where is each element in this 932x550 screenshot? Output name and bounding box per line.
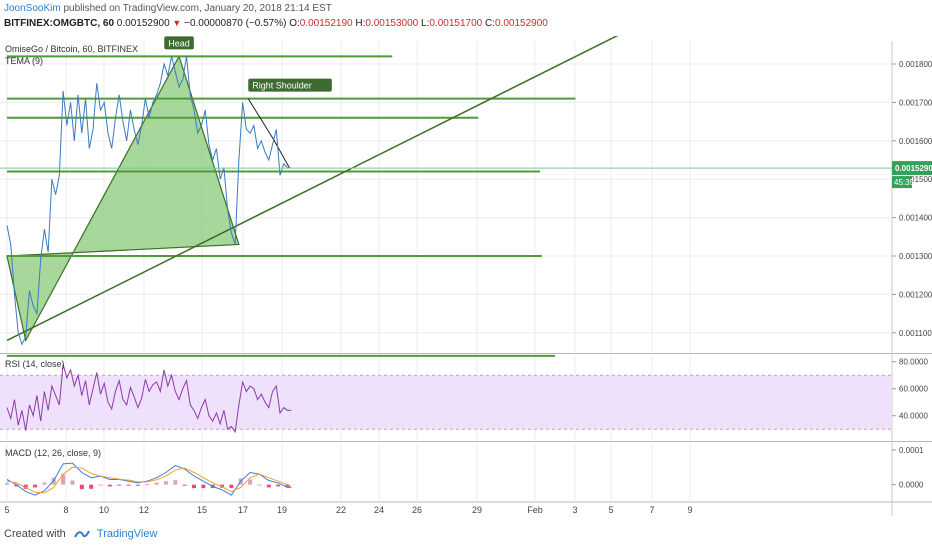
rsi-tick-label: 80.0000 [899, 358, 928, 367]
footer: Created with TradingView [4, 528, 157, 544]
price-tick-label: 0.00140000 [899, 214, 932, 223]
annotation-label-box [164, 36, 194, 50]
time-tag-box [892, 176, 912, 189]
rsi-tick-label: 40.0000 [899, 412, 928, 421]
right-shoulder-line [247, 98, 290, 168]
annotation-label: Right Shoulder [252, 81, 312, 91]
time-tick-label: 3 [572, 505, 577, 515]
price-tick-label: 0.00170000 [899, 98, 932, 107]
close-label: C: [485, 18, 495, 29]
time-tick-label: 5 [4, 505, 9, 515]
created-with-text: Created with [4, 528, 66, 540]
rsi-title: RSI (14, close) [5, 359, 65, 369]
macd-histogram-bar [14, 484, 19, 487]
price-tag-box [892, 161, 932, 176]
price-tick-label: 0.00120000 [899, 290, 932, 299]
close-value: 0.00152900 [495, 18, 548, 29]
macd-histogram-bar [23, 484, 28, 489]
macd-histogram-bar [163, 481, 168, 485]
price-series-line [6, 56, 292, 346]
published-text: published on TradingView.com, January 20… [63, 3, 332, 14]
chart-frame[interactable]: 5 8 10 12 15 17 19 22 24 26 29 Feb 3 5 7 9 0.00180000 0.0… [0, 28, 932, 516]
time-tick-label: 19 [277, 505, 287, 515]
macd-histogram-bar [229, 484, 234, 489]
macd-histogram-bar [33, 484, 38, 488]
macd-histogram-bar [276, 484, 281, 487]
time-tick-label: 12 [139, 505, 149, 515]
macd-histogram-bar [173, 480, 178, 485]
trend-line [6, 28, 631, 342]
symbol-info: BITFINEX:OMGBTC, 60 0.00152900 ▼ −0.0000… [4, 18, 548, 30]
price-change: −0.00000870 (−0.57%) [184, 18, 287, 29]
symbol-label: BITFINEX:OMGBTC, 60 [4, 18, 115, 29]
publish-info: JoonSooKim published on TradingView.com,… [4, 3, 332, 15]
change-arrow-icon: ▼ [172, 18, 182, 28]
low-label: L: [421, 18, 430, 29]
price-tick-label: 0.00150000 [899, 175, 932, 184]
macd-histogram-bar [192, 484, 196, 489]
macd-histogram-bar [248, 479, 253, 485]
macd-histogram-bar [42, 482, 47, 485]
time-tick-label: 24 [374, 505, 384, 515]
macd-histogram-bar [154, 482, 159, 485]
time-tick-label: 26 [412, 505, 422, 515]
macd-histogram-bar [70, 480, 75, 485]
macd-histogram-bar [285, 484, 290, 488]
macd-histogram-bar [89, 484, 94, 489]
macd-title: MACD (12, 26, close, 9) [5, 448, 101, 458]
price-tick-label: 0.00110000 [899, 329, 932, 338]
indicator-label: TEMA (9) [5, 56, 43, 66]
macd-histogram-bar [135, 484, 140, 486]
time-tick-label: 15 [197, 505, 207, 515]
macd-histogram-bar [5, 482, 9, 485]
time-tick-label: 5 [608, 505, 613, 515]
time-tick-label: 17 [238, 505, 248, 515]
low-value: 0.00151700 [429, 18, 483, 29]
annotation-label-box [248, 78, 332, 92]
rsi-band [0, 375, 892, 430]
macd-histogram-bar [61, 474, 66, 485]
macd-signal-line [6, 466, 292, 494]
macd-histogram-bar [98, 484, 103, 486]
macd-tick-label: 0.0001 [899, 446, 924, 455]
time-tick-label: 22 [336, 505, 346, 515]
tradingview-logo-icon [73, 530, 90, 538]
author-link[interactable]: JoonSooKim [4, 3, 61, 14]
last-price: 0.00152900 [116, 18, 170, 29]
chart-title: OmiseGo / Bitcoin, 60, BITFINEX [5, 44, 138, 54]
price-tick-label: 0.00180000 [899, 60, 932, 69]
chart-svg[interactable]: 5 8 10 12 15 17 19 22 24 26 29 Feb 3 5 7 9 0.00180000 0.0… [0, 28, 932, 516]
macd-histogram-bar [126, 484, 131, 486]
open-label: O: [289, 18, 300, 29]
macd-tick-label: 0.0000 [899, 481, 924, 490]
time-tick-label: 10 [99, 505, 109, 515]
high-value: 0.00153000 [365, 18, 419, 29]
time-tick-label: 7 [649, 505, 654, 515]
macd-line [6, 462, 292, 496]
time-tag-label: 45:35 [894, 178, 915, 187]
annotation-label: Head [168, 38, 190, 48]
rsi-line [6, 364, 292, 434]
macd-histogram-bar [145, 483, 150, 485]
macd-histogram-bar [107, 484, 112, 487]
time-tick-label: 29 [472, 505, 482, 515]
macd-histogram-bar [182, 484, 187, 486]
time-tick-label: 8 [63, 505, 68, 515]
rsi-tick-label: 60.0000 [899, 385, 928, 394]
macd-histogram-bar [257, 484, 262, 486]
open-value: 0.00152190 [299, 18, 353, 29]
macd-histogram-bar [201, 484, 206, 489]
high-label: H: [355, 18, 366, 29]
time-tick-label: Feb [527, 505, 543, 515]
chart-background [0, 41, 932, 516]
price-tick-label: 0.00130000 [899, 252, 932, 261]
price-tag-label: 0.00152900 [895, 164, 932, 173]
time-tick-label: 9 [687, 505, 692, 515]
macd-histogram-bar [266, 484, 271, 488]
macd-histogram-bar [117, 484, 122, 486]
macd-histogram-bar [79, 484, 84, 490]
tradingview-brand[interactable]: TradingView [96, 528, 158, 540]
